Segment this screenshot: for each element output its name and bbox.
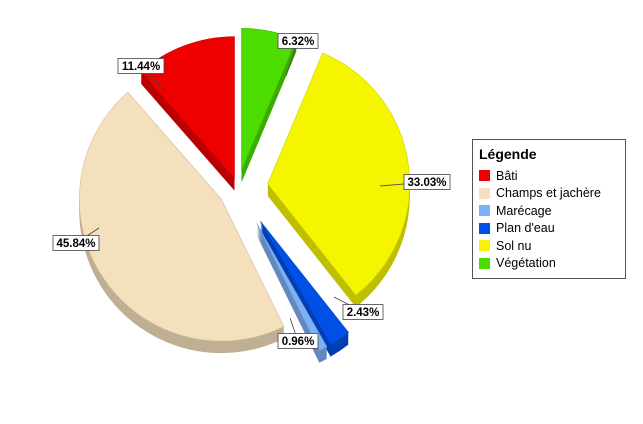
percent-labels: 6.32% 33.03% 2.43% 0.96% 45.84% 11.44% — [52, 33, 451, 349]
legend-item-plan-d-eau: Plan d'eau — [479, 220, 619, 238]
legend-label-b-ti: Bâti — [496, 168, 518, 183]
legend-item-champs-et-jach-re: Champs et jachère — [479, 185, 619, 203]
legend-swatch-plan-d-eau — [479, 222, 490, 234]
legend-item-v-g-tation: Végétation — [479, 255, 619, 273]
legend-item-sol-nu: Sol nu — [479, 237, 619, 255]
legend-label-sol-nu: Sol nu — [496, 238, 532, 253]
legend-title: Légende — [479, 146, 537, 162]
slice-champs-et-jach-re — [79, 91, 285, 342]
legend-items: Bâti Champs et jachère Marécage Plan d'eau S… — [479, 167, 619, 272]
legend-label-plan-d-eau: Plan d'eau — [496, 221, 555, 236]
legend-swatch-b-ti — [479, 170, 490, 182]
percent-label-v-g-tation: 6.32% — [277, 33, 319, 49]
legend-label-mar-cage: Marécage — [496, 203, 552, 218]
percent-label-champs-et-jach-re: 45.84% — [52, 235, 100, 251]
legend-item-mar-cage: Marécage — [479, 202, 619, 220]
legend-swatch-sol-nu — [479, 240, 490, 252]
slice-sol-nu — [267, 52, 411, 296]
legend-item-b-ti: Bâti — [479, 167, 619, 185]
legend-swatch-champs-et-jach-re — [479, 187, 490, 199]
slice-plan-d-eau — [260, 220, 349, 346]
legend-label-v-g-tation: Végétation — [496, 256, 556, 271]
percent-text-champs-et-jach-re: 45.84% — [56, 238, 95, 250]
percent-label-mar-cage: 0.96% — [277, 333, 319, 349]
slice-top-layer — [79, 28, 411, 352]
legend-swatch-v-g-tation — [479, 257, 490, 269]
percent-text-plan-d-eau: 2.43% — [347, 307, 380, 319]
percent-text-mar-cage: 0.96% — [282, 336, 315, 348]
percent-text-b-ti: 11.44% — [122, 61, 160, 73]
legend-swatch-mar-cage — [479, 205, 490, 217]
slice-mar-cage — [256, 223, 328, 352]
percent-label-plan-d-eau: 2.43% — [342, 304, 384, 320]
percent-label-sol-nu: 33.03% — [403, 174, 451, 190]
legend-label-champs-et-jach-re: Champs et jachère — [496, 186, 601, 201]
percent-text-v-g-tation: 6.32% — [282, 36, 315, 48]
percent-text-sol-nu: 33.03% — [407, 177, 446, 189]
percent-label-b-ti: 11.44% — [117, 58, 165, 74]
legend: Légende Bâti Champs et jachère Marécage Pla… — [472, 139, 626, 279]
